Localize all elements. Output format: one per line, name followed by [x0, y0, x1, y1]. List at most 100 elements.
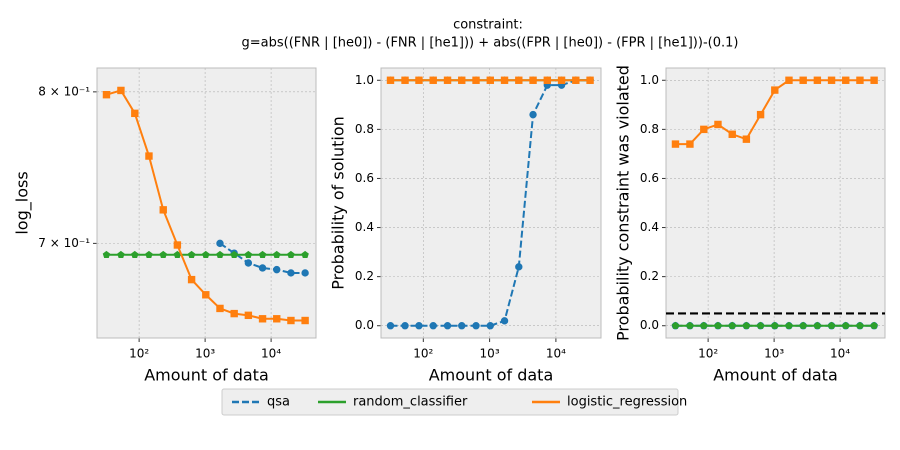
marker [728, 130, 736, 138]
marker [117, 86, 125, 95]
legend-label: logistic_regression [567, 395, 687, 410]
marker [671, 321, 680, 329]
plot-frame [665, 67, 886, 339]
marker [827, 321, 836, 329]
marker [258, 315, 267, 323]
marker [273, 265, 281, 274]
marker [714, 321, 722, 329]
y-tick-label: 0.8 [355, 122, 374, 136]
y-axis-label: Probability of solution [329, 116, 348, 290]
x-tick-label: 10² [129, 347, 149, 361]
y-tick-label: 1.0 [355, 73, 374, 87]
marker [785, 76, 793, 84]
legend-label: qsa [267, 395, 290, 410]
marker [700, 321, 708, 329]
y-tick-label: 0.2 [640, 269, 659, 283]
marker [686, 321, 694, 329]
plot-frame [96, 67, 317, 339]
y-tick-label: 0.8 [640, 122, 659, 136]
marker [131, 250, 139, 258]
marker [443, 76, 452, 84]
marker [529, 110, 537, 119]
marker [728, 321, 736, 329]
y-tick-label: 1.0 [640, 73, 659, 87]
y-tick-label: 0.6 [640, 171, 659, 185]
marker [216, 304, 224, 313]
marker [258, 250, 267, 258]
marker [258, 264, 267, 272]
y-tick-label: 0.0 [640, 318, 659, 332]
marker [500, 76, 509, 84]
x-tick-label: 10³ [480, 347, 500, 361]
marker [230, 250, 238, 258]
marker [415, 76, 423, 84]
marker [301, 269, 309, 277]
marker [714, 120, 722, 129]
title-line: constraint: [453, 18, 523, 33]
marker [386, 322, 395, 330]
marker [244, 311, 253, 320]
marker [742, 321, 751, 329]
marker [543, 76, 552, 84]
x-tick-label: 10⁴ [830, 347, 850, 361]
marker [401, 76, 409, 84]
marker [458, 322, 466, 330]
marker [216, 239, 224, 248]
marker [187, 275, 196, 284]
marker [458, 76, 466, 84]
marker [671, 140, 680, 148]
marker [159, 250, 167, 258]
marker [870, 321, 878, 329]
x-tick-label: 10² [698, 347, 718, 361]
marker [771, 86, 779, 94]
y-tick-label: 8 × 10⁻¹ [38, 84, 90, 98]
y-tick-label: 0.4 [355, 220, 374, 234]
plot-background [381, 68, 601, 338]
y-axis-label: log_loss [13, 171, 33, 234]
plot-frame [380, 67, 602, 339]
marker [557, 76, 566, 84]
x-axis-label: Amount of data [429, 366, 554, 385]
marker [415, 322, 423, 330]
marker [117, 250, 125, 258]
y-tick-label: 7 × 10⁻¹ [38, 236, 90, 250]
x-tick-label: 10² [413, 347, 433, 361]
marker [700, 125, 708, 134]
marker [131, 109, 139, 118]
y-axis-label: Probability constraint was violated [614, 65, 633, 341]
legend-label: random_classifier [353, 395, 468, 410]
marker [301, 316, 309, 325]
marker [486, 76, 494, 84]
marker [102, 91, 111, 99]
marker [842, 321, 850, 329]
marker [813, 321, 822, 329]
marker [287, 269, 295, 277]
x-tick-label: 10³ [195, 347, 215, 361]
x-tick-label: 10⁴ [546, 347, 566, 361]
marker [230, 309, 238, 318]
marker [785, 321, 793, 329]
series-line [390, 79, 591, 327]
marker [216, 250, 224, 258]
x-tick-label: 10⁴ [261, 347, 281, 361]
plot-background [666, 68, 885, 338]
marker [273, 250, 281, 258]
marker [287, 316, 295, 325]
marker [273, 315, 281, 323]
marker [799, 76, 807, 84]
marker [515, 76, 523, 84]
marker [429, 76, 437, 84]
legend: qsa random_classifier logistic_regression [221, 388, 687, 416]
marker [472, 76, 480, 84]
legend-box [221, 388, 679, 416]
marker [287, 250, 295, 258]
y-tick-label: 0.4 [640, 220, 659, 234]
marker [686, 140, 694, 148]
marker [856, 321, 864, 329]
y-tick-label: 0.0 [355, 318, 374, 332]
marker [827, 76, 836, 84]
marker [742, 135, 751, 143]
marker [500, 317, 509, 325]
